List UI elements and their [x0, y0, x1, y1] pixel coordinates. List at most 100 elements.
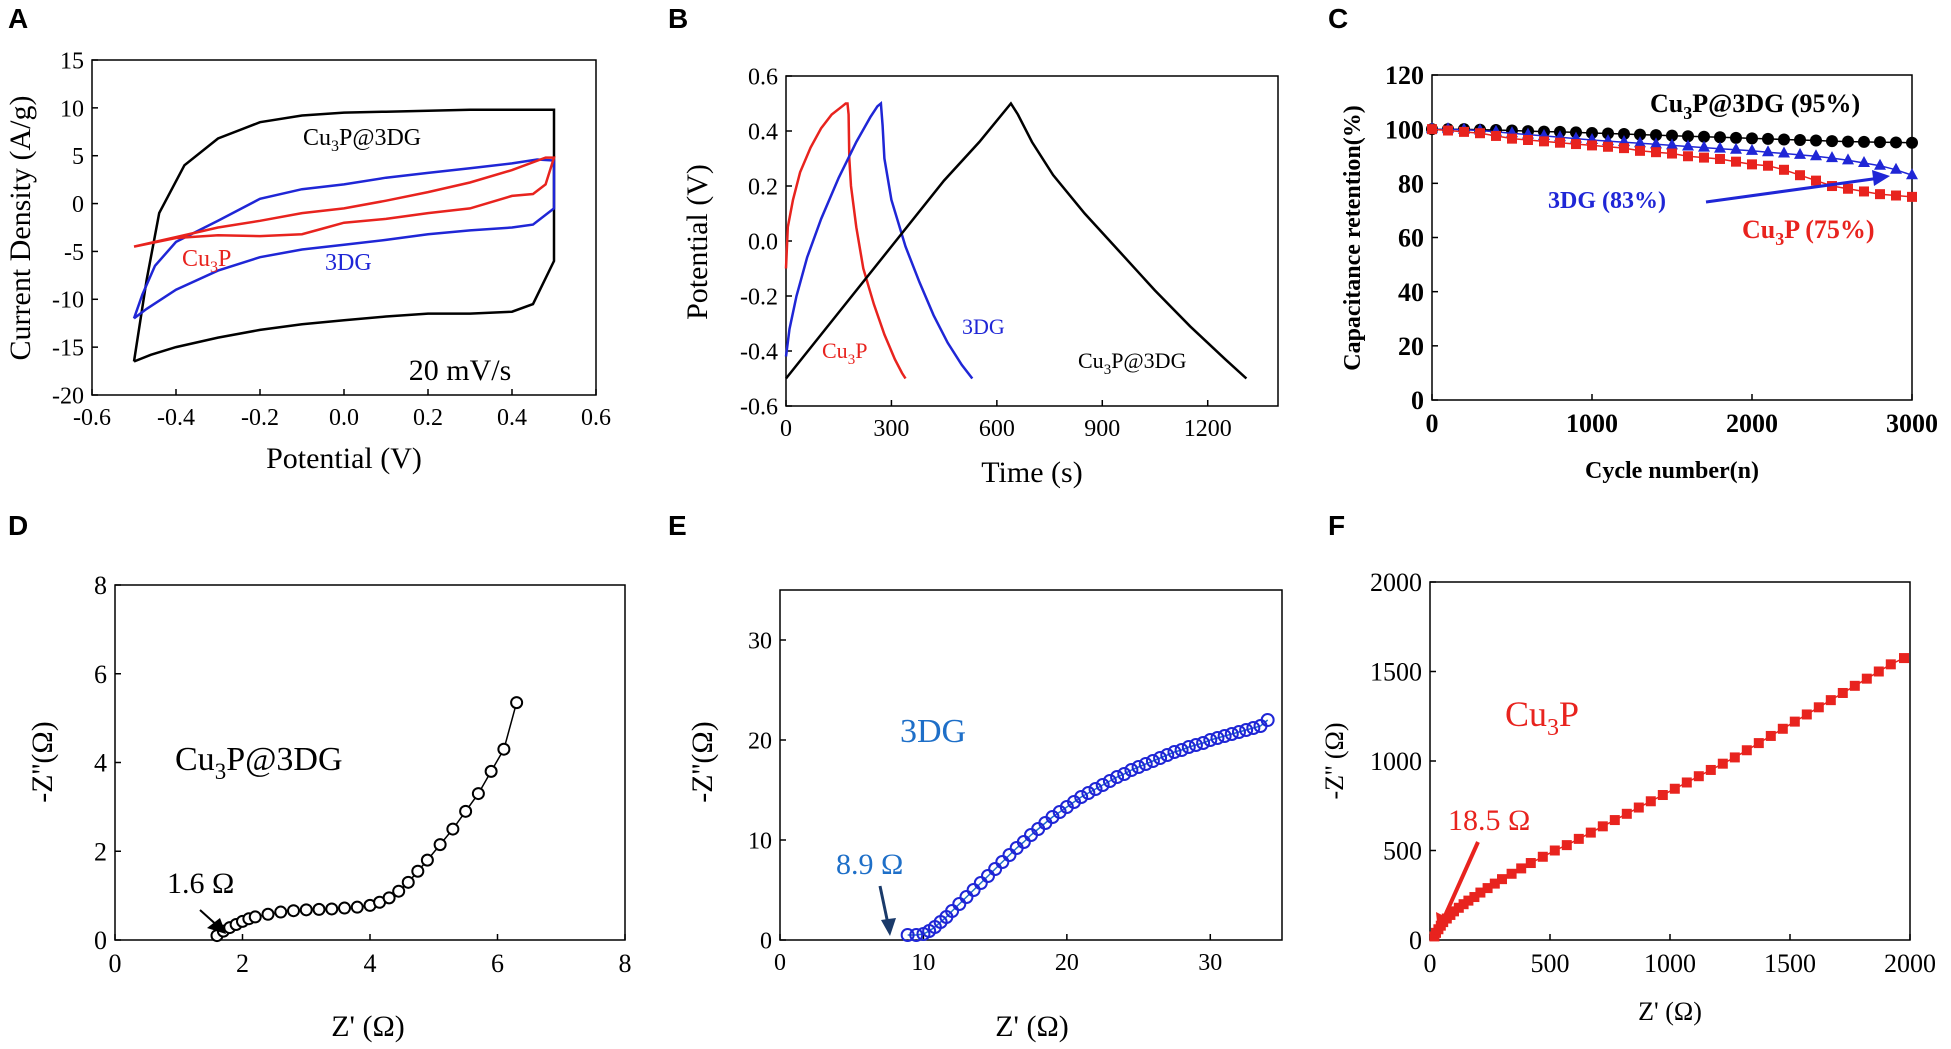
- series-3dg-point: [1842, 153, 1854, 165]
- series-3dg-point: [959, 890, 974, 904]
- series-cu3p-point: [1549, 845, 1560, 856]
- series-cu3p-point: [1763, 160, 1773, 171]
- series-cu3p-point: [1741, 745, 1752, 756]
- panel-e-rct-arrowhead: [881, 918, 896, 936]
- panel-f-rct-arrowhead: [1436, 912, 1452, 932]
- series-cu3p-point: [1516, 863, 1527, 874]
- series-3dg-point: [1794, 147, 1806, 159]
- panel-f-ticks: 0 500 1000 1500 2000 2000 1500 1000 500 0: [1370, 568, 1936, 978]
- series-cu3p-line: [133, 156, 556, 248]
- series-3dg-point: [1138, 757, 1153, 771]
- panel-c-legend-cu3p3dg: Cu3P@3DG (95%): [1650, 89, 1860, 123]
- panel-b-legend-cu3p: Cu3P: [822, 338, 867, 368]
- series-cu3p-3dg-point: [471, 787, 485, 801]
- series-cu3p-point: [1885, 659, 1896, 670]
- series-cu3p-point: [1837, 687, 1848, 698]
- series-3dg-point: [1160, 748, 1175, 762]
- series-cu3p-3dg-point: [420, 853, 434, 867]
- panel-f-xlabel: Z' (Ω): [1638, 997, 1702, 1026]
- series-cu3p-point: [1525, 858, 1536, 869]
- series-cu3p-point: [1657, 790, 1668, 801]
- series-3dg-point: [1196, 736, 1211, 750]
- panel-c: C 0 1000 2000 3000 120 100 80 60 40 20 0 Cycle num…: [1328, 3, 1938, 484]
- panel-d-ylabel: -Z''(Ω): [26, 721, 59, 802]
- series-cu3p-3dg-point: [382, 891, 396, 905]
- series-cu3p-point: [1789, 716, 1800, 727]
- series-cu3p-point: [1475, 128, 1485, 139]
- x-tick-label: 0.4: [497, 405, 527, 431]
- series-cu3p-point: [1715, 153, 1725, 164]
- series-3dg-point: [1746, 143, 1758, 155]
- series-3dg-point: [1153, 751, 1168, 765]
- series-cu3p-point: [1873, 666, 1884, 677]
- series-cu3p-point: [1843, 183, 1853, 194]
- panel-a-curves: [132, 108, 556, 363]
- panel-a-ticks: -0.6 -0.4 -0.2 0.0 0.2 0.4 0.6 15 10 5 0 -5 -10 -15 -2…: [52, 48, 611, 431]
- series-cu3p-point: [1573, 833, 1584, 844]
- y-tick-label: -0.2: [740, 284, 778, 310]
- y-tick-label: 20: [748, 728, 772, 754]
- series-cu3p-point: [1555, 137, 1565, 148]
- series-cu3p-3dg-point: [1810, 134, 1822, 147]
- panel-e-rct-arrow: [878, 885, 890, 925]
- panel-f-legend-cu3p: Cu3P: [1505, 694, 1579, 741]
- panel-e-legend-3dg: 3DG: [900, 713, 966, 750]
- series-cu3p-point: [1729, 752, 1740, 763]
- y-tick-label: 80: [1398, 169, 1424, 198]
- series-cu3p-point: [1587, 140, 1597, 151]
- panel-d-rct-arrowhead: [207, 918, 226, 934]
- series-cu3p-3dg-point: [1906, 136, 1918, 149]
- series-cu3p-point: [1597, 821, 1608, 832]
- series-3dg-point: [1131, 760, 1146, 774]
- series-cu3p-3dg-point: [1682, 130, 1694, 143]
- x-tick-label: 1000: [1566, 409, 1618, 438]
- y-tick-label: 30: [748, 628, 772, 654]
- series-3dg-point: [1167, 745, 1182, 759]
- panel-f-rct-label: 18.5 Ω: [1448, 804, 1530, 837]
- y-tick-label: -0.4: [740, 339, 778, 365]
- series-cu3p-3dg-point: [446, 822, 460, 836]
- series-3dg-point: [1730, 142, 1742, 154]
- series-cu3p-3dg-point: [1730, 131, 1742, 144]
- panel-c-3dg-arrow: [1705, 176, 1881, 204]
- series-cu3p-3dg-point: [1858, 135, 1870, 148]
- series-cu3p-point: [1825, 695, 1836, 706]
- series-cu3p-3dg-point: [1746, 132, 1758, 145]
- series-cu3p-3dg-point: [1586, 126, 1598, 139]
- series-3dg-point: [980, 869, 995, 883]
- y-tick-label: 10: [748, 828, 772, 854]
- series-cu3p-point: [1506, 868, 1517, 879]
- y-tick-label: 0: [1411, 386, 1424, 415]
- series-cu3p-3dg-point: [287, 904, 300, 918]
- series-3dg-point: [1810, 149, 1822, 161]
- panel-b-legend-3dg: 3DG: [962, 314, 1005, 339]
- y-tick-label: 0.0: [748, 229, 778, 255]
- panel-e: E 0 10 20 30 30 20 10 0 Z' (Ω) -Z''(Ω) 3DG 8.9 …: [668, 510, 1283, 1043]
- x-tick-label: 20: [1055, 950, 1079, 976]
- y-tick-label: 4: [94, 749, 107, 778]
- series-cu3p-point: [1747, 159, 1757, 170]
- series-cu3p-line: [784, 102, 907, 380]
- panel-a-legend-cu3p3dg: Cu3P@3DG: [303, 125, 421, 155]
- x-tick-label: 2000: [1726, 409, 1778, 438]
- panel-e-ylabel: -Z''(Ω): [686, 721, 719, 802]
- x-tick-label: 0.2: [413, 405, 443, 431]
- y-tick-label: 0.2: [748, 174, 778, 200]
- series-3dg-point: [1217, 729, 1232, 743]
- series-3dg-point: [1778, 146, 1790, 158]
- series-cu3p-3dg-point: [401, 875, 415, 889]
- series-cu3p-point: [1469, 892, 1480, 903]
- y-tick-label: 6: [94, 660, 107, 689]
- panel-e-curves: [900, 713, 1275, 942]
- panel-a-ylabel: Current Density (A/g): [4, 96, 37, 361]
- series-3dg-point: [1188, 738, 1203, 752]
- series-cu3p-point: [1779, 164, 1789, 175]
- panel-a-legend-cu3p: Cu3P: [182, 246, 231, 276]
- series-cu3p-point: [1693, 771, 1704, 782]
- series-3dg-point: [1203, 733, 1218, 747]
- panel-a-scan-rate: 20 mV/s: [409, 354, 512, 387]
- series-cu3p-3dg-point: [1826, 135, 1838, 148]
- panel-d-ticks: 0 2 4 6 8 8 6 4 2 0: [94, 571, 632, 978]
- series-3dg-point: [909, 928, 924, 942]
- series-3dg-point: [1762, 145, 1774, 157]
